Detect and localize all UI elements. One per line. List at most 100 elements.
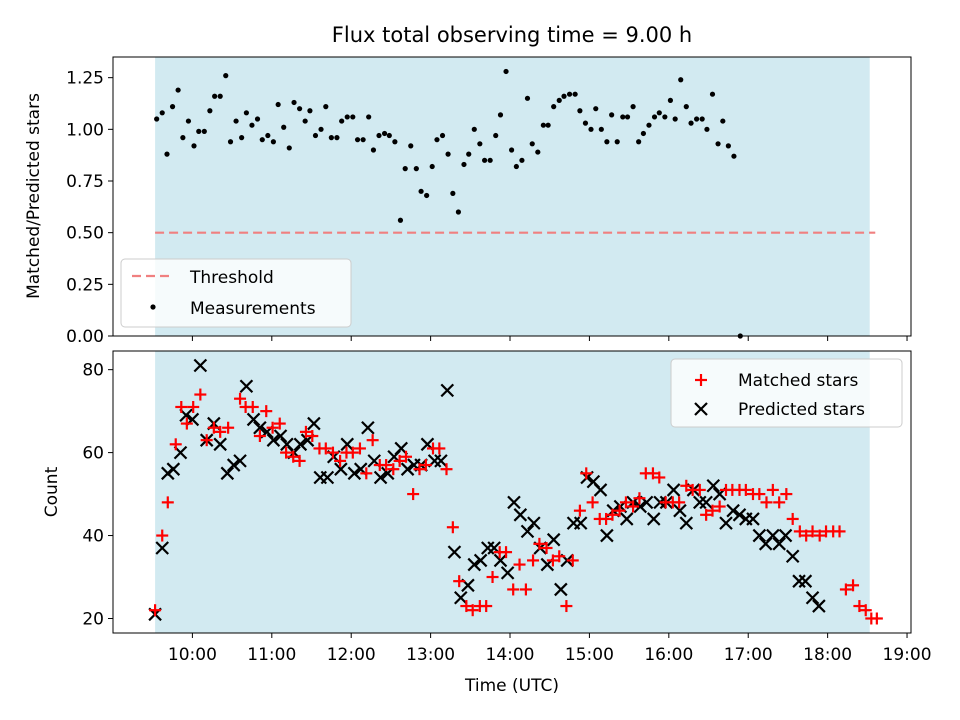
predicted-star-point xyxy=(239,379,254,394)
predicted-legend-label: Predicted stars xyxy=(738,400,865,420)
matched-star-point xyxy=(413,463,426,476)
count-y-tick-label: 40 xyxy=(82,527,104,547)
measurement-point xyxy=(513,163,519,170)
predicted-star-point xyxy=(473,553,488,568)
measurement-point xyxy=(239,135,245,141)
measurement-point xyxy=(624,114,631,120)
measurement-point xyxy=(672,116,678,122)
predicted-star-point xyxy=(798,574,813,588)
matched-star-point xyxy=(600,512,613,525)
predicted-star-point xyxy=(600,528,614,543)
predicted-star-point xyxy=(361,420,375,435)
matched-star-point xyxy=(706,504,719,517)
measurement-point xyxy=(482,157,488,163)
ratio-y-tick-label: 0.00 xyxy=(66,327,104,347)
ratio-y-tick-label: 0.25 xyxy=(66,275,104,295)
measurement-point xyxy=(169,104,176,110)
matched-star-point xyxy=(280,446,293,459)
measurement-point xyxy=(656,110,662,116)
measurement-point xyxy=(604,139,610,145)
measurement-point xyxy=(630,104,636,110)
predicted-star-point xyxy=(193,358,208,373)
matched-star-point xyxy=(519,583,532,596)
measurement-point xyxy=(688,120,694,126)
measurement-point xyxy=(180,135,186,141)
predicted-star-point xyxy=(266,433,281,447)
matched-star-point xyxy=(399,450,412,463)
count-y-tick-label: 80 xyxy=(82,361,104,381)
matched-star-point xyxy=(246,400,259,413)
predicted-star-point xyxy=(447,545,462,559)
measurement-point xyxy=(556,97,562,103)
measurement-point xyxy=(577,108,583,114)
matched-star-point xyxy=(149,604,162,617)
matched-star-point xyxy=(566,554,579,567)
measurement-point xyxy=(201,128,207,134)
measurement-point xyxy=(636,139,642,145)
predicted-star-point xyxy=(792,574,806,588)
measurement-point xyxy=(291,99,297,106)
predicted-star-point xyxy=(481,541,495,555)
measurement-point xyxy=(731,153,737,159)
matched-star-point xyxy=(169,438,182,451)
matched-star-point xyxy=(360,467,373,480)
predicted-star-point xyxy=(752,528,767,543)
measurement-point xyxy=(360,137,366,143)
measurement-point xyxy=(175,87,181,93)
matched-star-point xyxy=(299,425,312,438)
predicted-star-point xyxy=(400,462,415,476)
measurement-point xyxy=(699,116,705,122)
matched-star-point xyxy=(419,459,432,472)
matched-star-point xyxy=(353,442,366,455)
predicted-star-point xyxy=(513,508,528,522)
predicted-star-point xyxy=(155,541,170,555)
ratio-y-tick-label: 1.25 xyxy=(66,69,104,89)
predicted-star-point xyxy=(812,599,826,613)
predicted-star-point xyxy=(766,528,780,543)
measurement-point xyxy=(497,112,504,118)
matched-star-point xyxy=(440,463,453,476)
measurement-point xyxy=(524,95,531,101)
time-x-tick-label: 14:00 xyxy=(486,645,535,665)
ratio-y-tick-label: 0.75 xyxy=(66,172,104,192)
matched-star-point xyxy=(870,612,883,625)
measurement-point xyxy=(725,143,731,149)
measurement-point xyxy=(662,114,668,120)
measurement-point xyxy=(455,209,462,215)
matched-star-point xyxy=(773,496,786,509)
predicted-star-point xyxy=(732,508,747,522)
measurement-point xyxy=(678,77,684,83)
matched-star-point xyxy=(234,392,247,405)
matched-star-point xyxy=(346,446,359,459)
matched-star-point xyxy=(766,483,779,496)
matched-star-point xyxy=(546,554,559,567)
measurement-point xyxy=(439,132,446,139)
measurement-point xyxy=(354,137,361,143)
measurement-point xyxy=(535,149,541,155)
predicted-star-point xyxy=(273,429,288,443)
measurement-point xyxy=(154,116,160,122)
measurement-point xyxy=(376,132,382,139)
measurement-point xyxy=(646,122,652,128)
matched-star-point xyxy=(306,430,319,443)
measurement-point xyxy=(227,139,234,145)
matched-star-point xyxy=(194,388,207,401)
measurement-point xyxy=(683,104,689,110)
matched-star-point xyxy=(453,575,466,588)
predicted-star-point xyxy=(454,590,468,605)
ratio-x-ticks xyxy=(191,336,908,341)
ratio-panel: 0.00 0.25 0.50 0.75 1.00 1.25 Matched/Predict… xyxy=(24,56,912,347)
predicted-star-point xyxy=(573,516,588,530)
measurement-point xyxy=(424,192,430,199)
measurement-point xyxy=(493,132,499,139)
measurement-point xyxy=(434,137,440,143)
matched-star-point xyxy=(222,421,235,434)
measurement-point xyxy=(402,166,408,172)
predicted-star-point xyxy=(785,549,800,564)
measurement-point xyxy=(551,104,557,110)
predicted-star-point xyxy=(334,462,348,476)
matched-star-point xyxy=(266,421,279,434)
measurement-point xyxy=(259,137,265,143)
measurement-point xyxy=(487,157,493,163)
